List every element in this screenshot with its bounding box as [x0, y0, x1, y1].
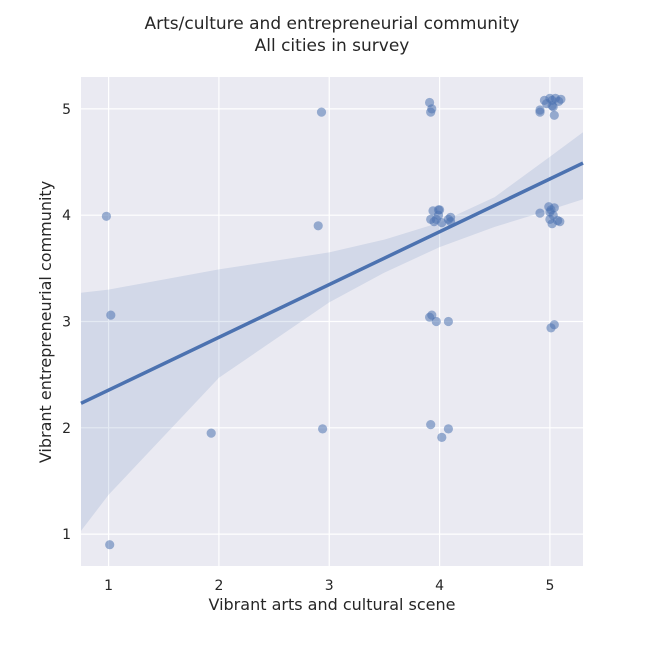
regression-line [80, 161, 584, 405]
x-tick-label: 2 [214, 578, 223, 594]
data-point [535, 105, 545, 115]
data-point [313, 221, 323, 231]
y-tick-label: 5 [62, 102, 71, 118]
x-axis-label: Vibrant arts and cultural scene [208, 595, 455, 614]
data-point [206, 428, 216, 438]
y-tick-label: 2 [62, 421, 71, 437]
y-tick-label: 4 [62, 208, 71, 224]
data-point [437, 432, 447, 442]
data-point [431, 316, 441, 327]
x-tick-labels: 1 2 3 4 5 [104, 578, 554, 594]
data-point [105, 540, 115, 550]
x-tick-label: 4 [435, 578, 444, 594]
data-point [535, 208, 545, 218]
data-point [101, 211, 111, 221]
chart-subtitle: All cities in survey [255, 36, 410, 56]
data-points-layer [101, 93, 566, 550]
data-point [427, 104, 437, 114]
y-tick-labels: 1 2 3 4 5 [62, 102, 71, 543]
data-point [443, 424, 453, 434]
data-point [435, 205, 445, 215]
data-point [549, 320, 559, 330]
data-point [443, 316, 453, 327]
chart-title: Arts/culture and entrepreneurial communi… [145, 14, 520, 34]
data-point [318, 424, 328, 434]
data-point [556, 94, 566, 104]
data-point [316, 107, 327, 117]
regression-line-layer [80, 161, 584, 405]
grid-lines [81, 77, 583, 566]
data-point [545, 207, 555, 217]
y-axis-label: Vibrant entrepreneurial community [36, 181, 55, 463]
x-tick-label: 3 [325, 578, 334, 594]
data-point [446, 212, 456, 222]
x-tick-label: 5 [545, 578, 554, 594]
confidence-band [81, 132, 583, 531]
data-point [427, 310, 437, 320]
data-point [106, 310, 116, 320]
data-point [555, 217, 565, 227]
data-point [426, 420, 436, 430]
data-point [547, 101, 557, 111]
x-tick-label: 1 [104, 578, 113, 594]
y-tick-label: 3 [62, 315, 71, 331]
y-tick-label: 1 [62, 527, 71, 543]
data-point [549, 110, 559, 120]
confidence-band-layer [81, 132, 583, 531]
